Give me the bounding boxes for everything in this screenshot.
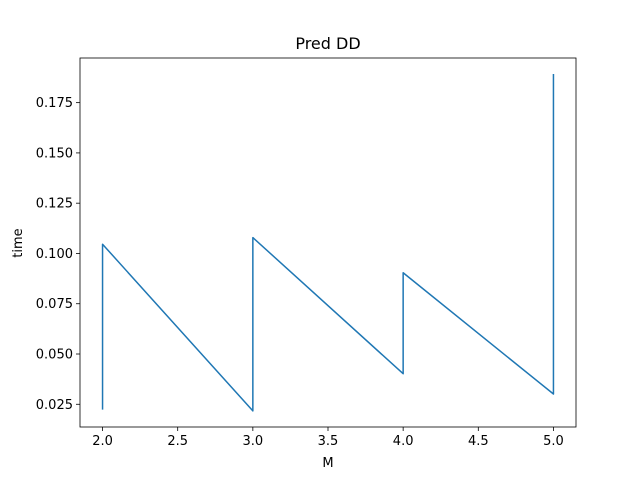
x-tick-label: 5.0 [543,434,564,449]
y-tick-label: 0.175 [36,96,73,111]
y-axis-ticks: 0.025 0.050 0.075 0.100 0.125 0.150 0.175 [36,96,80,413]
series-line-1 [101,73,555,412]
chart-title: Pred DD [295,34,360,53]
x-tick-label: 2.0 [92,434,113,449]
y-tick-label: 0.100 [36,247,73,262]
x-axis-ticks: 2.0 2.5 3.0 3.5 4.0 4.5 5.0 [92,427,564,449]
x-tick-label: 4.5 [468,434,489,449]
x-axis-label: M [322,456,333,471]
y-tick-label: 0.050 [36,348,73,363]
x-tick-label: 3.0 [243,434,264,449]
x-tick-label: 4.0 [393,434,414,449]
y-tick-label: 0.075 [36,297,73,312]
y-tick-label: 0.150 [36,146,73,161]
y-tick-label: 0.125 [36,197,73,212]
y-axis-label: time [11,228,26,257]
x-tick-label: 3.5 [318,434,339,449]
y-tick-label: 0.025 [36,398,73,413]
x-tick-label: 2.5 [167,434,188,449]
